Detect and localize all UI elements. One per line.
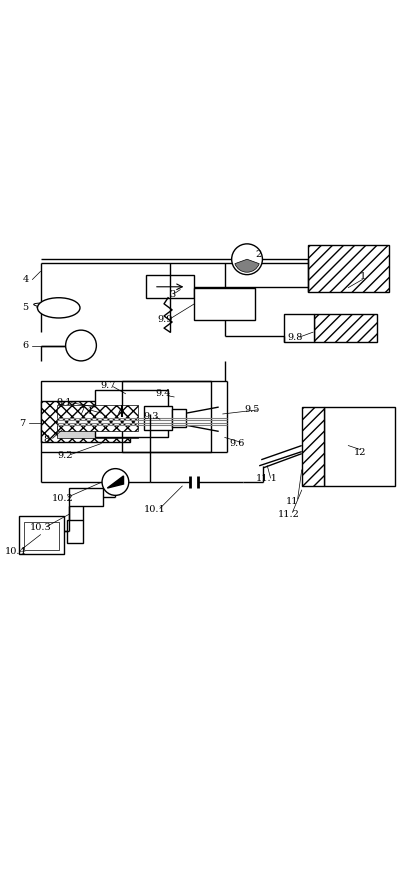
Text: 1: 1	[359, 272, 366, 281]
Text: 11.1: 11.1	[256, 474, 277, 483]
Circle shape	[102, 469, 129, 495]
Bar	[144, 406, 172, 430]
Text: 5: 5	[22, 303, 28, 312]
Text: 9.4: 9.4	[155, 389, 171, 398]
Text: 9.6: 9.6	[229, 439, 245, 448]
Text: 9.5: 9.5	[244, 404, 260, 413]
Bar	[308, 245, 389, 291]
Text: 9.8: 9.8	[287, 333, 303, 342]
Text: 10.4: 10.4	[4, 547, 26, 556]
Polygon shape	[107, 476, 124, 488]
Text: 4: 4	[23, 275, 30, 284]
Bar	[324, 407, 395, 486]
Bar	[67, 520, 83, 543]
Circle shape	[232, 244, 262, 275]
Text: 10.1: 10.1	[144, 505, 166, 514]
Bar	[57, 405, 138, 432]
Text: 2: 2	[255, 250, 262, 259]
Bar	[19, 516, 64, 555]
Text: 8: 8	[43, 435, 50, 444]
Text: 9.2: 9.2	[58, 451, 73, 460]
Text: 7.1: 7.1	[78, 407, 94, 416]
Bar	[95, 389, 168, 437]
Bar	[146, 275, 194, 298]
Wedge shape	[235, 260, 259, 272]
Circle shape	[66, 330, 96, 361]
Text: 9.1: 9.1	[56, 398, 72, 407]
Bar	[40, 401, 130, 442]
Bar	[24, 522, 59, 550]
Text: 9.3: 9.3	[143, 411, 158, 421]
Text: 12: 12	[354, 449, 367, 457]
Text: 11: 11	[286, 497, 298, 506]
Bar	[284, 314, 314, 343]
Text: 3: 3	[169, 291, 175, 299]
Text: 10.3: 10.3	[30, 524, 51, 532]
Text: 9.9: 9.9	[158, 315, 173, 324]
Bar	[69, 488, 103, 506]
Text: 9.7: 9.7	[101, 381, 116, 390]
Bar	[302, 407, 324, 486]
Text: 7: 7	[19, 419, 26, 427]
Bar	[57, 422, 138, 438]
Ellipse shape	[37, 298, 80, 318]
Bar	[314, 314, 377, 343]
Text: 11.2: 11.2	[277, 509, 299, 519]
Text: 10.2: 10.2	[52, 494, 74, 502]
Bar	[172, 409, 186, 427]
Bar	[194, 288, 255, 320]
Bar	[40, 381, 211, 451]
Text: 6: 6	[22, 341, 28, 350]
